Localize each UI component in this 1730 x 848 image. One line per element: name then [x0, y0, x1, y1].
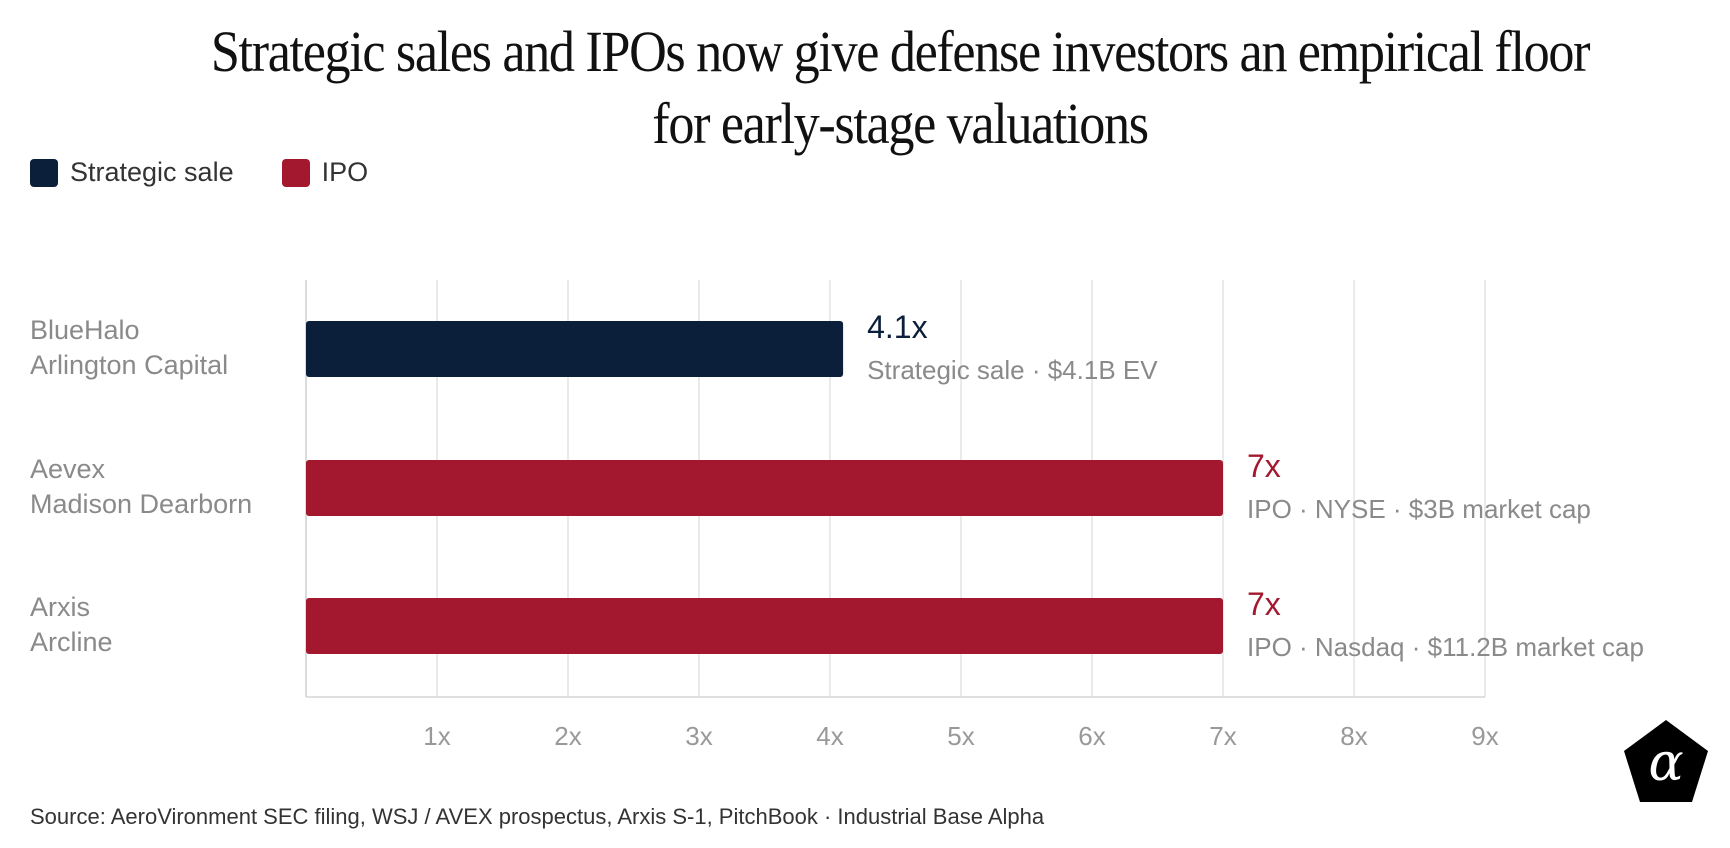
x-tick-label-7x: 7x [1209, 721, 1236, 751]
bar-chart: 1x 2x 3x 4x 5x 6x 7x 8x 9x BlueHalo Arlington Capi… [30, 280, 1644, 751]
legend-item-ipo: IPO [281, 157, 369, 188]
value-label-arxis: 7x [1247, 586, 1281, 622]
x-tick-label-9x: 9x [1471, 721, 1498, 751]
logo-glyph: α [1648, 733, 1683, 793]
legend-label-strategic-sale: Strategic sale [70, 157, 234, 187]
source-note: Source: AeroVironment SEC filing, WSJ / … [30, 804, 1045, 829]
legend-swatch-ipo [281, 158, 310, 187]
x-tick-label-4x: 4x [816, 721, 843, 751]
bar-note-bluehalo: Strategic sale · $4.1B EV [867, 355, 1158, 385]
bar-aevex [306, 460, 1223, 516]
category-sublabel-aevex: Madison Dearborn [30, 489, 252, 519]
category-sublabel-bluehalo: Arlington Capital [30, 350, 228, 380]
x-tick-label-5x: 5x [947, 721, 974, 751]
category-label-aevex: Aevex [30, 454, 106, 484]
x-tick-label-3x: 3x [685, 721, 712, 751]
bar-arxis [306, 598, 1223, 654]
category-label-arxis: Arxis [30, 592, 90, 622]
x-tick-label-1x: 1x [423, 721, 450, 751]
x-tick-label-8x: 8x [1340, 721, 1367, 751]
category-sublabel-arxis: Arcline [30, 627, 113, 657]
x-tick-label-6x: 6x [1078, 721, 1105, 751]
legend-swatch-strategic-sale [30, 158, 58, 187]
bar-note-arxis: IPO · Nasdaq · $11.2B market cap [1247, 632, 1644, 662]
legend-item-strategic-sale: Strategic sale [30, 157, 234, 188]
chart-title: Strategic sales and IPOs now give defens… [210, 19, 1591, 156]
alpha-pentagon-logo: α [1624, 720, 1708, 802]
x-tick-label-2x: 2x [554, 721, 581, 751]
legend-label-ipo: IPO [321, 157, 369, 187]
chart-legend: Strategic sale IPO [30, 157, 416, 188]
value-label-aevex: 7x [1247, 448, 1281, 484]
category-label-bluehalo: BlueHalo [30, 315, 140, 345]
logo-pentagon-shape [1624, 720, 1708, 802]
bar-note-aevex: IPO · NYSE · $3B market cap [1247, 494, 1591, 524]
value-label-bluehalo: 4.1x [867, 309, 927, 345]
bar-bluehalo [306, 321, 844, 377]
